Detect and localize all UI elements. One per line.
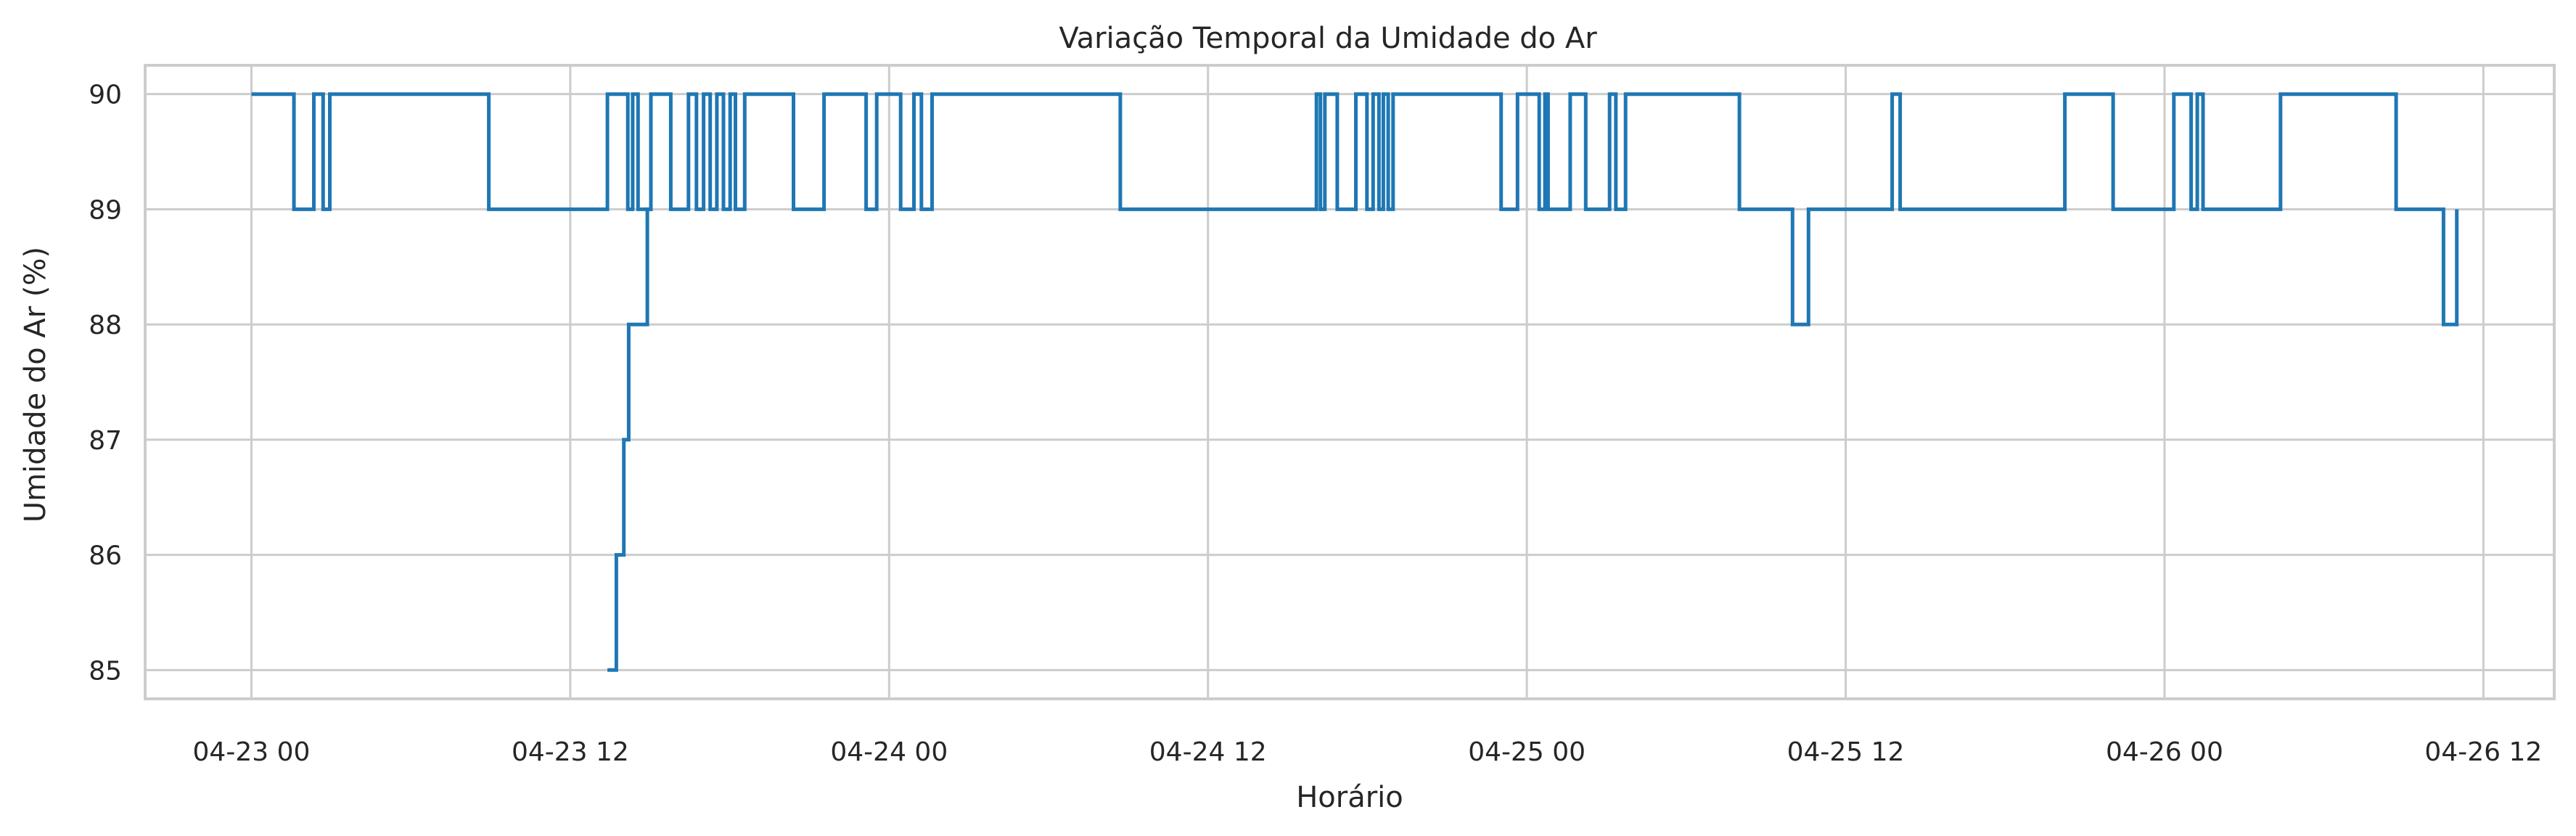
y-tick-label: 87 [89,426,122,456]
x-tick-labels: 04-23 00 04-23 12 04-24 00 04-24 12 04-25 00… [193,737,2543,767]
plot-frame [144,64,2556,700]
y-tick-label: 86 [89,541,122,571]
y-tick-label: 85 [89,656,122,686]
x-tick-label: 04-24 00 [830,737,948,767]
x-tick-label: 04-26 00 [2106,737,2223,767]
plot-series [251,92,2459,672]
y-tick-label: 89 [89,195,122,225]
x-axis-label: Horário [1296,781,1403,814]
x-tick-label: 04-26 12 [2424,737,2542,767]
y-tick-label: 90 [89,81,122,110]
humidity-series-line [251,92,2459,327]
x-tick-label: 04-24 12 [1149,737,1267,767]
humidity-ramp-line [607,94,653,672]
chart-title: Variação Temporal da Umidade do Ar [1059,22,1597,55]
x-tick-label: 04-23 12 [512,737,629,767]
grid-lines [145,65,2554,699]
y-tick-label: 88 [89,311,122,340]
y-tick-labels: 85 86 87 88 89 90 [89,81,122,687]
x-tick-label: 04-23 00 [193,737,311,767]
x-tick-label: 04-25 12 [1787,737,1905,767]
y-axis-label: Umidade do Ar (%) [19,247,52,522]
x-tick-label: 04-25 00 [1468,737,1586,767]
